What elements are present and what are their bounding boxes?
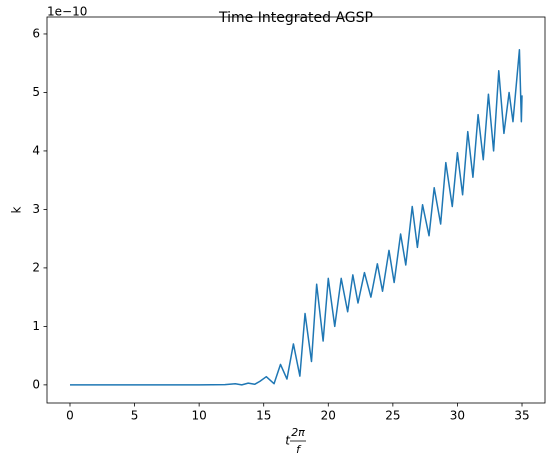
x-tick-label: 20	[321, 409, 336, 423]
y-tick-label: 1	[32, 319, 40, 333]
y-tick-label: 2	[32, 260, 40, 274]
x-tick-label: 30	[450, 409, 465, 423]
plot-frame	[46, 16, 546, 404]
x-axis-label: t	[285, 434, 291, 448]
y-tick-label: 4	[32, 143, 40, 157]
y-axis-label: k	[10, 206, 24, 213]
x-axis-label: f	[296, 443, 302, 456]
offset-text: 1e−10	[47, 5, 87, 19]
y-tick-label: 0	[32, 377, 40, 391]
y-tick-label: 3	[32, 202, 40, 216]
y-tick-label: 6	[32, 26, 40, 40]
x-axis-label: 2π	[291, 426, 305, 439]
x-tick-label: 25	[385, 409, 400, 423]
x-tick-label: 35	[514, 409, 529, 423]
chart-title: Time Integrated AGSP	[218, 10, 373, 26]
x-tick-label: 5	[131, 409, 139, 423]
x-tick-label: 0	[66, 409, 74, 423]
y-tick-label: 5	[32, 85, 40, 99]
x-tick-label: 10	[191, 409, 206, 423]
x-tick-label: 15	[256, 409, 271, 423]
data-line	[69, 49, 523, 386]
